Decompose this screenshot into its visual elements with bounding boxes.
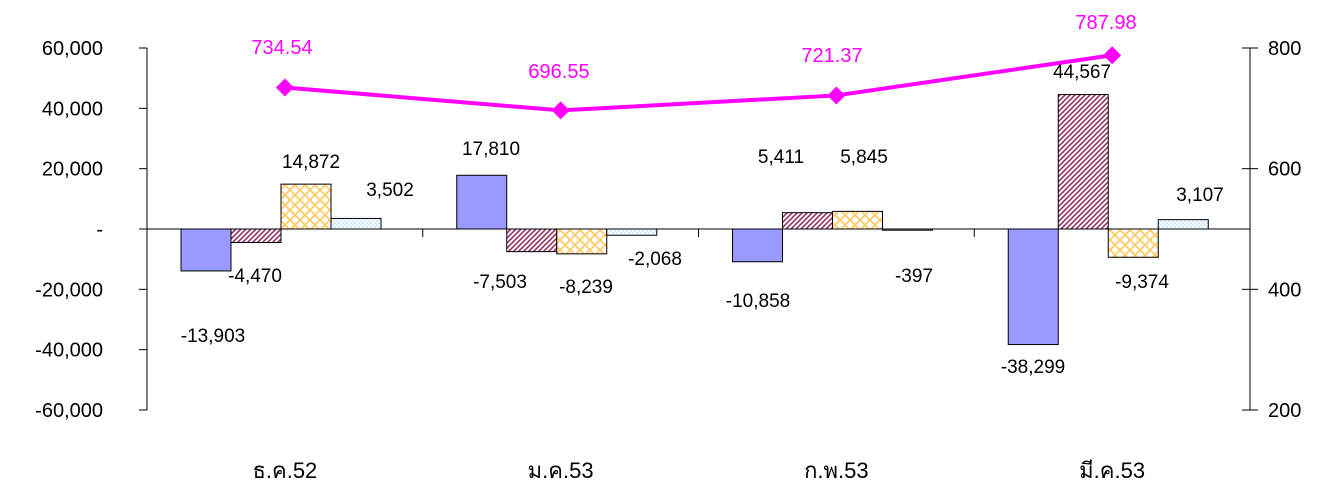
bar-data-label: -9,374 — [1115, 272, 1169, 293]
bar-data-label: -7,503 — [473, 272, 527, 293]
bar-data-label: -397 — [895, 266, 933, 287]
line-data-label: 721.37 — [801, 45, 862, 67]
line-marker — [827, 86, 846, 105]
bar-data-label: -4,470 — [228, 266, 282, 287]
line-data-label: 734.54 — [251, 37, 312, 59]
y-tick-label: -40,000 — [35, 340, 103, 362]
y-tick-label: 60,000 — [42, 38, 103, 60]
x-tick-label: มี.ค.53 — [1079, 458, 1145, 483]
y-tick-label: - — [96, 219, 103, 241]
y2-tick-label: 400 — [1268, 279, 1301, 301]
bar-data-label: 3,107 — [1176, 185, 1224, 206]
y2-tick-label: 800 — [1268, 38, 1301, 60]
bars — [180, 94, 1209, 346]
bar-data-label: -38,299 — [1001, 357, 1065, 378]
y-tick-label: -20,000 — [35, 279, 103, 301]
bar — [1007, 228, 1059, 346]
line-marker — [1103, 46, 1122, 65]
bar — [556, 228, 608, 255]
bar — [732, 228, 783, 263]
line-marker — [275, 78, 294, 97]
bar — [1057, 94, 1109, 230]
bar-data-label: 3,502 — [366, 180, 414, 201]
bar — [280, 183, 332, 230]
y-tick-label: 20,000 — [42, 159, 103, 181]
bar — [180, 228, 232, 272]
line-marker — [551, 101, 570, 120]
bar-data-label: 44,567 — [1053, 62, 1111, 83]
bar-data-label: 17,810 — [462, 139, 520, 160]
line-data-label: 696.55 — [528, 61, 589, 83]
line-series — [275, 46, 1122, 120]
bar-data-label: -13,903 — [181, 326, 245, 347]
y2-tick-label: 600 — [1268, 159, 1301, 181]
bar — [782, 212, 833, 230]
bar — [456, 174, 508, 230]
data-labels: -13,903 17,810 -10,858 -38,299 -4,470 -7,503 5… — [181, 12, 1224, 378]
bar — [230, 228, 282, 243]
x-tick-label: ม.ค.53 — [528, 458, 594, 483]
x-tick-label: ก.พ.53 — [804, 458, 869, 483]
x-tick-label: ธ.ค.52 — [252, 458, 317, 483]
bar-data-label: -10,858 — [726, 291, 790, 312]
bar — [832, 210, 883, 230]
y-tick-label: -60,000 — [35, 400, 103, 422]
bar-data-label: 5,845 — [840, 147, 888, 168]
line-path — [284, 53, 1113, 113]
bar-data-label: 5,411 — [758, 147, 804, 168]
bar-data-label: 14,872 — [282, 152, 340, 173]
bar — [1107, 228, 1159, 258]
y-tick-label: 40,000 — [42, 98, 103, 120]
bar-data-label: -2,068 — [628, 249, 682, 270]
bar — [882, 228, 933, 231]
bar-data-label: -8,239 — [559, 277, 613, 298]
line-data-label: 787.98 — [1075, 12, 1136, 34]
bar — [506, 228, 558, 253]
bar — [606, 228, 658, 236]
bar — [1157, 219, 1209, 230]
bar — [330, 217, 382, 230]
y2-tick-label: 200 — [1268, 400, 1301, 422]
